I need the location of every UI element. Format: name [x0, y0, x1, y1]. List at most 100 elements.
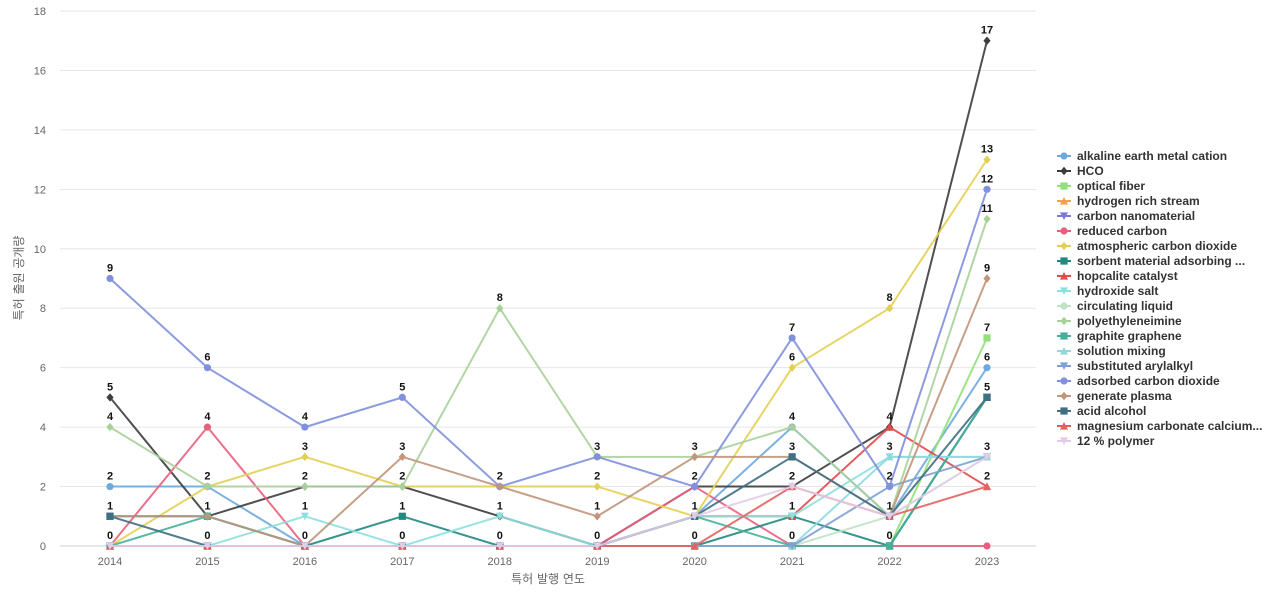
- data-point: [691, 452, 699, 462]
- legend-marker: [1060, 212, 1068, 220]
- data-point: [203, 423, 212, 431]
- data-label: 1: [789, 500, 795, 512]
- data-label: 2: [204, 471, 210, 483]
- series-12-polymer: [106, 453, 991, 550]
- data-labels: 9 5 4 2 1 0 6 4 2 1 0 4 3 2 1 0 5 3 2 1 0 8 2 1 0 3 2 1 0 3 2 1 0 7 6 4 3 2 1 0…: [107, 25, 993, 542]
- legend-item[interactable]: optical fiber: [1057, 179, 1145, 193]
- legend-item[interactable]: magnesium carbonate calcium...: [1057, 419, 1262, 433]
- legend-marker: [1060, 272, 1068, 280]
- series-generate-plasma: [106, 274, 991, 551]
- x-tick-label: 2023: [975, 556, 999, 568]
- data-label: 0: [789, 530, 795, 542]
- legend-item[interactable]: HCO: [1057, 164, 1104, 178]
- data-label: 1: [594, 500, 600, 512]
- legend-label: graphite graphene: [1077, 329, 1182, 343]
- legend-marker: [1060, 302, 1068, 310]
- data-label: 7: [789, 322, 795, 334]
- data-label: 2: [984, 471, 990, 483]
- legend-label: adsorbed carbon dioxide: [1077, 374, 1220, 388]
- y-tick-label: 10: [34, 244, 46, 256]
- legend-item[interactable]: sorbent material adsorbing ...: [1057, 254, 1245, 268]
- data-point: [983, 185, 991, 193]
- x-tick-label: 2014: [98, 556, 122, 568]
- data-point: [398, 512, 406, 520]
- x-tick-label: 2021: [780, 556, 804, 568]
- data-label: 2: [497, 471, 503, 483]
- legend-item[interactable]: polyethyleneimine: [1057, 314, 1182, 328]
- data-point: [983, 36, 991, 45]
- data-label: 3: [594, 441, 600, 453]
- data-point: [593, 542, 602, 550]
- legend-label: solution mixing: [1077, 344, 1166, 358]
- data-label: 6: [204, 352, 210, 364]
- legend-marker: [1060, 332, 1068, 340]
- series-layer: [106, 36, 991, 551]
- legend-item[interactable]: hopcalite catalyst: [1057, 269, 1178, 283]
- data-point: [983, 274, 991, 283]
- legend-item[interactable]: atmospheric carbon dioxide: [1057, 239, 1237, 253]
- legend-label: reduced carbon: [1077, 224, 1167, 238]
- data-label: 12: [981, 173, 993, 185]
- data-label: 3: [302, 441, 308, 453]
- data-point: [106, 482, 114, 491]
- data-label: 3: [984, 441, 990, 453]
- legend-marker: [1060, 377, 1068, 385]
- legend-label: hydrogen rich stream: [1077, 194, 1200, 208]
- legend-item[interactable]: reduced carbon: [1057, 224, 1167, 238]
- legend-marker: [1060, 257, 1068, 265]
- data-point: [788, 453, 796, 461]
- data-point: [301, 423, 309, 431]
- y-tick-label: 14: [34, 125, 46, 137]
- x-tick-label: 2020: [682, 556, 706, 568]
- legend-item[interactable]: generate plasma: [1057, 389, 1172, 403]
- legend-marker: [1060, 362, 1068, 370]
- legend-item[interactable]: hydrogen rich stream: [1057, 194, 1200, 208]
- legend-item[interactable]: circulating liquid: [1057, 299, 1173, 313]
- data-label: 2: [692, 471, 698, 483]
- series-line: [109, 189, 988, 488]
- data-label: 4: [789, 411, 796, 423]
- data-label: 2: [399, 471, 405, 483]
- data-point: [788, 422, 796, 432]
- legend-item[interactable]: 12 % polymer: [1057, 434, 1155, 448]
- grid: [60, 10, 1036, 547]
- data-label: 0: [107, 530, 113, 542]
- legend-item[interactable]: alkaline earth metal cation: [1057, 149, 1227, 163]
- legend-item[interactable]: solution mixing: [1057, 344, 1166, 358]
- legend-item[interactable]: adsorbed carbon dioxide: [1057, 374, 1220, 388]
- data-label: 1: [886, 500, 892, 512]
- data-point: [983, 334, 991, 342]
- legend-item[interactable]: hydroxide salt: [1057, 284, 1158, 298]
- legend-label: generate plasma: [1077, 389, 1172, 403]
- data-label: 4: [302, 411, 309, 423]
- data-point: [398, 482, 406, 491]
- data-point: [203, 512, 212, 521]
- data-point: [106, 393, 114, 402]
- data-point: [983, 393, 991, 401]
- y-tick-label: 6: [40, 363, 46, 375]
- data-point: [691, 482, 699, 491]
- data-point: [593, 482, 601, 491]
- series-line: [110, 337, 988, 547]
- legend-marker: [1060, 407, 1068, 415]
- data-label: 1: [204, 500, 210, 512]
- data-point: [203, 364, 212, 372]
- y-tick-label: 16: [34, 65, 46, 77]
- data-point: [885, 304, 894, 313]
- legend-item[interactable]: acid alcohol: [1057, 404, 1146, 418]
- data-point: [983, 364, 991, 372]
- data-label: 1: [302, 500, 308, 512]
- data-label: 0: [302, 530, 308, 542]
- series-line: [109, 159, 988, 547]
- legend-item[interactable]: graphite graphene: [1057, 329, 1182, 343]
- data-label: 5: [107, 381, 113, 393]
- legend-marker: [1060, 347, 1068, 355]
- data-point: [885, 452, 894, 461]
- data-point: [593, 453, 601, 461]
- data-label: 9: [107, 263, 113, 275]
- x-tick-label: 2018: [488, 556, 512, 568]
- data-point: [885, 423, 894, 431]
- legend-item[interactable]: substituted arylalkyl: [1057, 359, 1193, 373]
- data-label: 6: [984, 352, 990, 364]
- legend-item[interactable]: carbon nanomaterial: [1057, 209, 1195, 223]
